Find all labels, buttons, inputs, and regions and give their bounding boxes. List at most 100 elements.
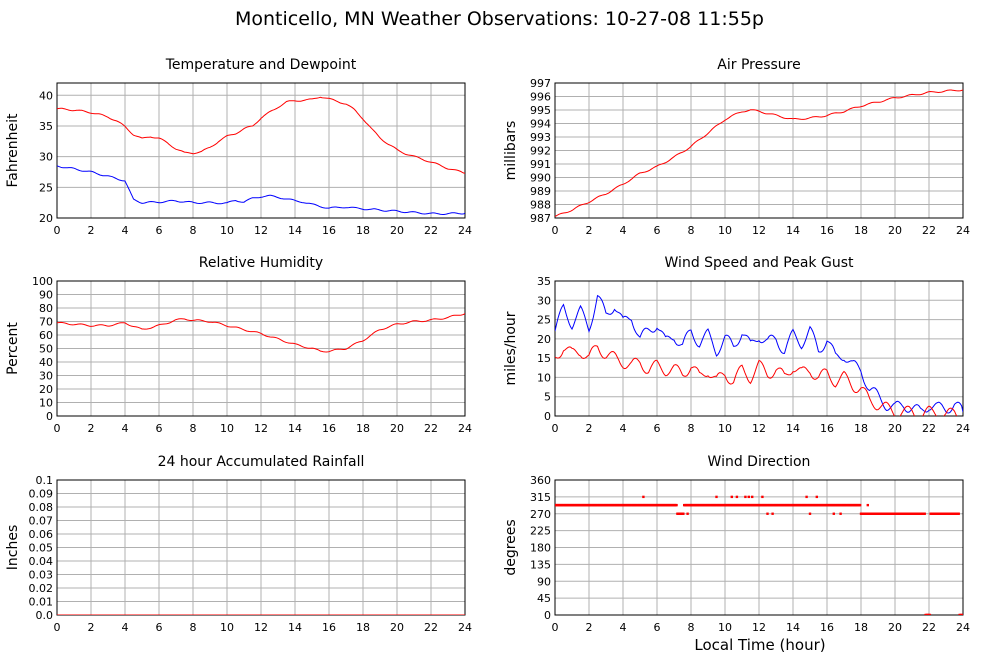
x-tick-label: 22 [922,224,936,237]
y-tick-label: 0.01 [29,596,54,609]
y-tick-label: 270 [530,508,551,521]
series-line [555,89,963,218]
y-tick-label: 0.03 [29,569,54,582]
x-tick-label: 24 [458,224,472,237]
x-tick-label: 12 [254,621,268,634]
y-tick-label: 30 [537,294,551,307]
x-tick-label: 2 [88,621,95,634]
y-tick-label: 0.07 [29,515,54,528]
y-tick-label: 30 [39,370,53,383]
x-tick-label: 12 [254,224,268,237]
direction-point [715,495,718,499]
x-tick-label: 8 [688,224,695,237]
x-tick-label: 20 [888,621,902,634]
y-tick-label: 0.09 [29,488,54,501]
x-tick-label: 14 [786,621,800,634]
y-tick-label: 70 [39,316,53,329]
direction-point [681,512,684,515]
x-tick-label: 2 [586,422,593,435]
y-tick-label: 180 [530,542,551,555]
y-tick-label: 25 [537,314,551,327]
y-tick-label: 0 [544,609,551,622]
direction-point [744,495,747,499]
series-line [57,96,465,174]
series-group [57,313,465,353]
plot-frame [554,280,964,417]
x-tick-label: 6 [156,621,163,634]
x-tick-label: 24 [956,224,970,237]
y-tick-label: 35 [39,120,53,133]
chart-title: Wind Speed and Peak Gust [665,255,854,271]
y-axis-label: Fahrenheit [5,113,21,188]
y-tick-label: 100 [32,275,53,288]
x-tick-label: 0 [54,224,61,237]
x-tick-label: 20 [888,224,902,237]
y-tick-label: 989 [530,185,551,198]
x-tick-label: 20 [888,422,902,435]
x-tick-label: 24 [458,621,472,634]
x-tick-label: 18 [356,224,370,237]
x-tick-label: 4 [620,224,627,237]
direction-point [858,503,862,507]
x-tick-label: 0 [552,224,559,237]
x-tick-label: 16 [322,422,336,435]
x-tick-label: 0 [54,621,61,634]
y-tick-label: 15 [537,352,551,365]
chart-title: Wind Direction [708,454,811,470]
direction-point [815,495,818,499]
y-tick-label: 996 [530,91,551,104]
direction-point [771,512,774,515]
x-tick-label: 12 [254,422,268,435]
y-tick-label: 20 [39,383,53,396]
y-tick-label: 40 [39,89,53,102]
chart-title: 24 hour Accumulated Rainfall [158,454,365,470]
x-tick-label: 14 [786,224,800,237]
y-tick-label: 40 [39,356,53,369]
x-tick-label: 8 [688,621,695,634]
series-group [555,89,963,218]
direction-point [808,512,812,515]
x-tick-label: 10 [220,224,234,237]
y-tick-label: 994 [530,118,551,131]
x-tick-label: 8 [190,224,197,237]
y-tick-label: 10 [537,371,551,384]
y-tick-label: 5 [544,391,551,404]
y-axis-label: miles/hour [503,311,519,385]
x-tick-label: 14 [288,422,302,435]
x-tick-label: 0 [54,422,61,435]
y-tick-label: 20 [39,212,53,225]
y-tick-label: 0.1 [36,474,54,487]
x-tick-label: 14 [288,621,302,634]
y-tick-label: 45 [537,592,551,605]
x-tick-label: 22 [922,621,936,634]
x-tick-label: 24 [956,422,970,435]
y-axis-label: millibars [503,121,519,181]
x-tick-label: 4 [620,621,627,634]
x-tick-label: 4 [620,422,627,435]
direction-point [832,512,835,515]
x-tick-label: 18 [854,422,868,435]
series-group [555,495,963,615]
plot-frame [554,82,964,219]
x-tick-label: 16 [322,621,336,634]
x-tick-label: 0 [552,621,559,634]
y-tick-label: 50 [39,343,53,356]
direction-point [730,495,733,499]
x-tick-label: 6 [654,621,661,634]
y-tick-label: 992 [530,145,551,158]
x-tick-label: 6 [654,224,661,237]
main-x-axis-label: Local Time (hour) [694,636,826,654]
direction-point [675,503,678,507]
x-tick-label: 10 [718,422,732,435]
plot-frame [56,82,466,219]
x-tick-label: 22 [922,422,936,435]
x-tick-label: 22 [424,422,438,435]
x-tick-label: 4 [122,224,129,237]
y-axis-label: Percent [5,322,21,375]
y-tick-label: 988 [530,199,551,212]
y-axis-label: Inches [5,525,21,570]
direction-point [735,495,739,499]
x-tick-label: 8 [688,422,695,435]
